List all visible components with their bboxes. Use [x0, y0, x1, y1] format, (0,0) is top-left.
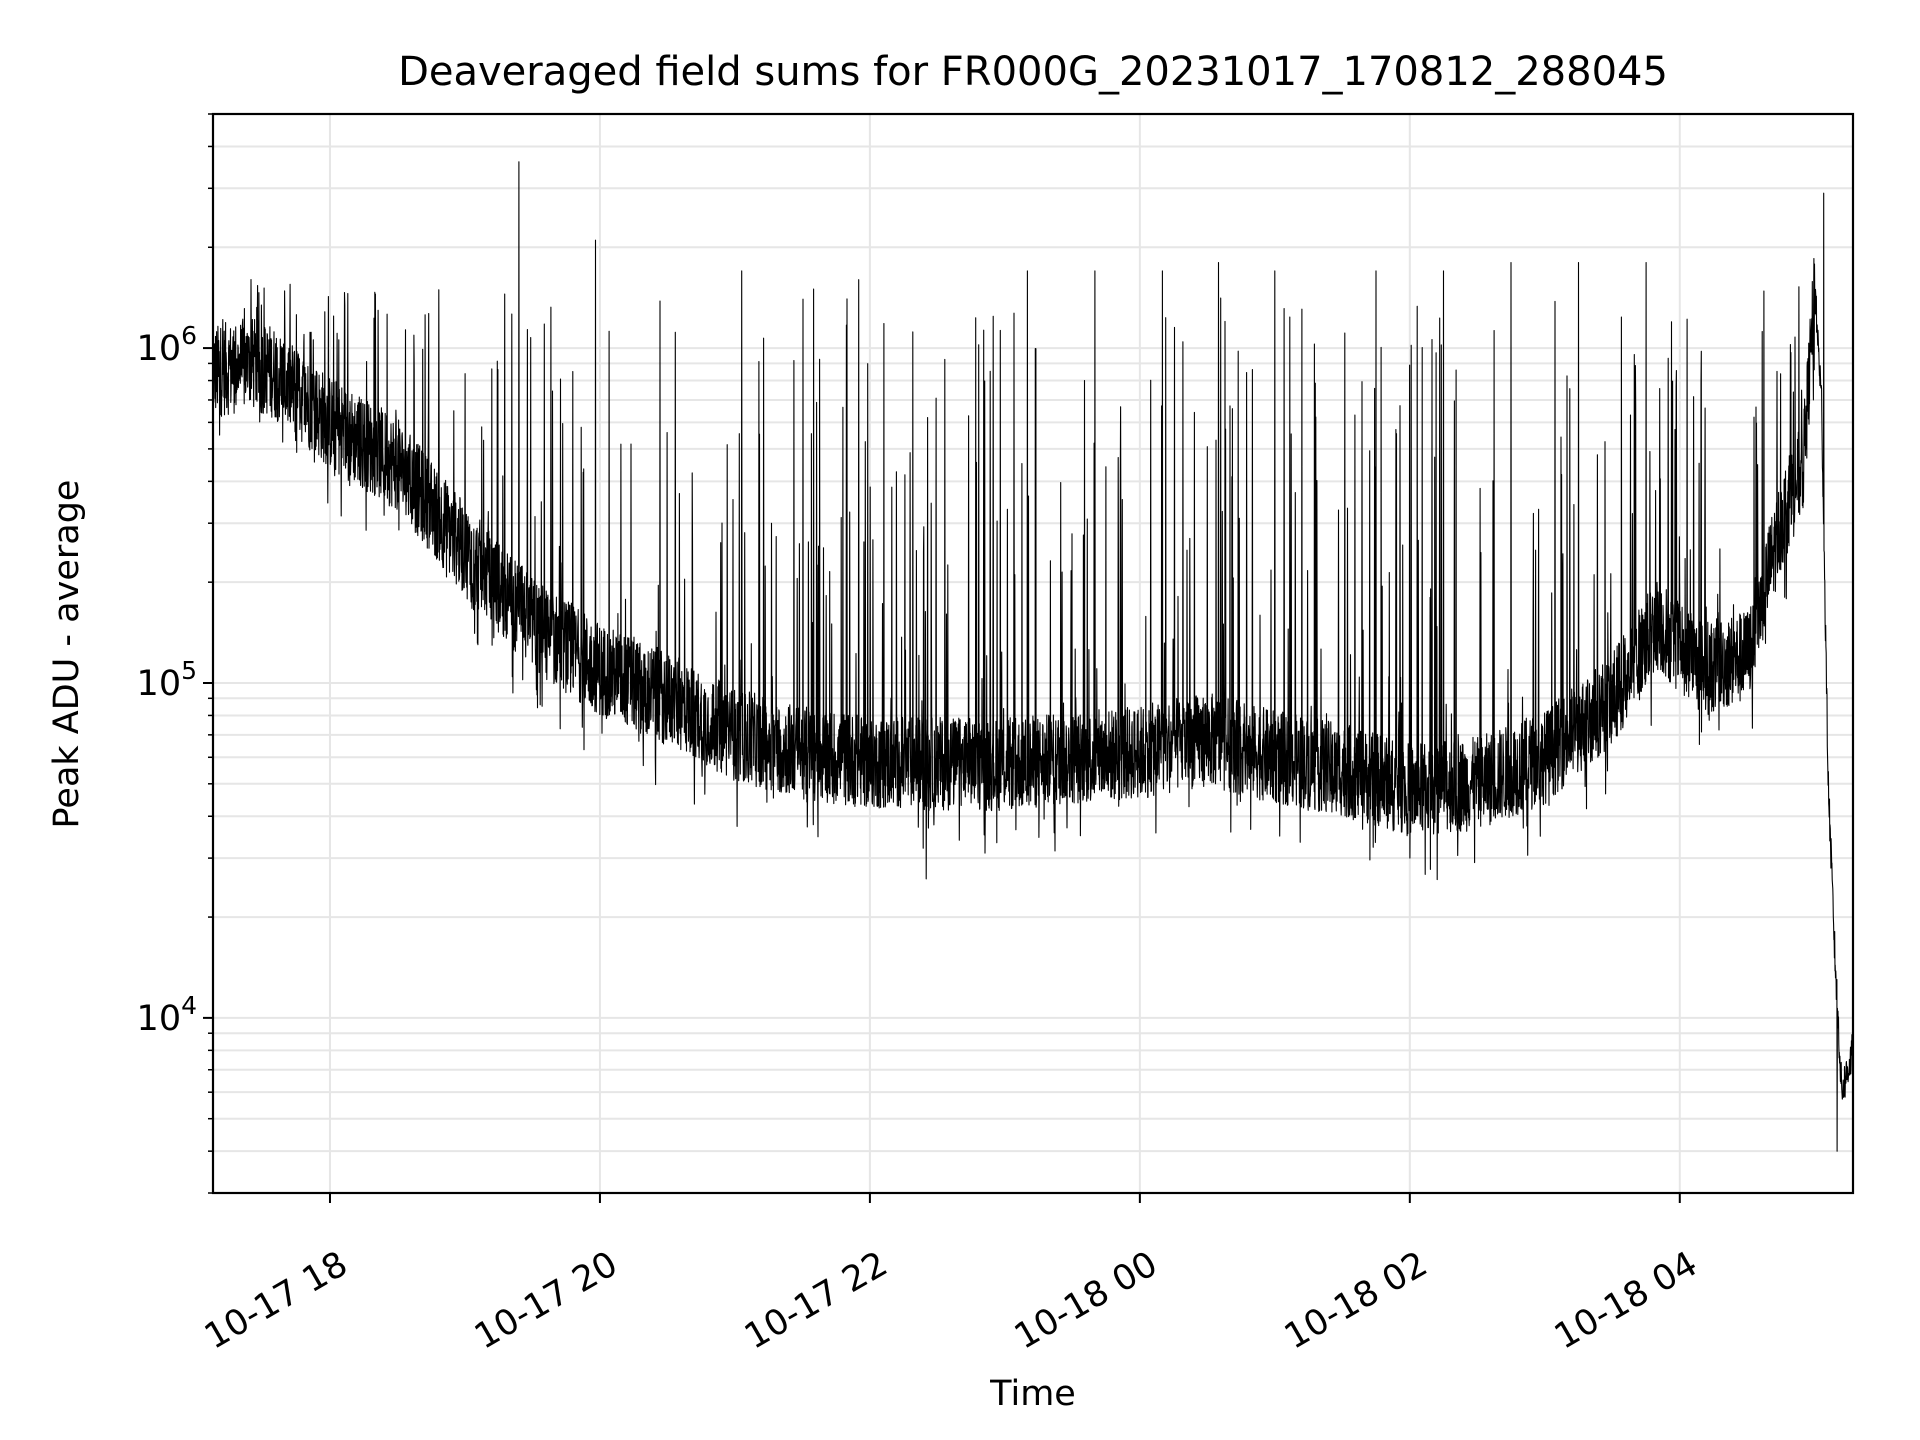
y-axis-label: Peak ADU - average	[47, 480, 87, 829]
data-series-line	[212, 161, 1854, 1152]
plot-frame	[211, 112, 1855, 1195]
y-tick-label: 105	[137, 656, 197, 704]
data-layer	[212, 161, 1854, 1152]
y-tick-label: 106	[137, 321, 197, 369]
x-axis-label: Time	[989, 1374, 1076, 1414]
chart-title: Deaveraged field sums for FR000G_2023101…	[398, 49, 1668, 95]
y-tick-label: 104	[137, 991, 197, 1039]
